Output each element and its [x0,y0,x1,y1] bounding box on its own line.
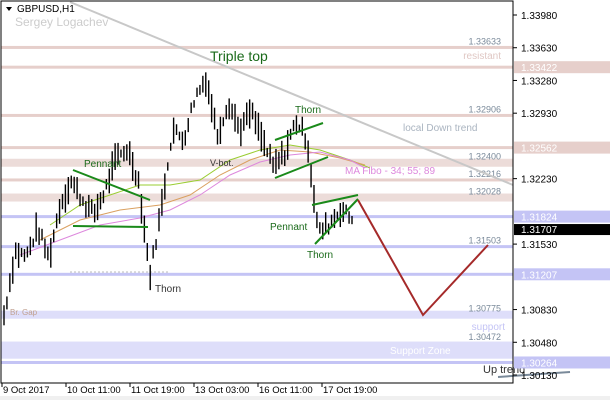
local-down-trend-line[interactable] [69,1,514,186]
price-tick-label: 1.31530 [521,240,558,251]
forecast-path[interactable] [357,199,489,317]
price-tick-label: 1.30130 [521,371,558,382]
ma-89-line [19,151,366,256]
ma-fibo-label: MA Fibo - 34; 55; 89 [345,166,435,177]
current-price-label: 1.31707 [521,225,558,236]
time-tick-label: 13 Oct 03:00 [195,385,249,396]
price-tag-label: 1.32562 [521,144,558,155]
price-tick-label: 1.33980 [521,11,558,22]
time-tick-label: 10 Oct 11:00 [67,385,121,396]
price-tag [514,61,610,74]
collapse-triangle-icon[interactable] [6,7,12,11]
plot-frame [0,0,514,384]
resistant-label: resistant [463,51,501,62]
price-tick-label: 1.32230 [521,175,558,186]
price-tick-label: 1.33280 [521,76,558,87]
time-tick-label: 11 Oct 19:00 [131,385,185,396]
candles-layer [3,72,353,326]
price-tag [514,268,610,281]
author-label: Sergey Logachev [15,15,108,29]
thorn-lower-line[interactable] [274,156,329,179]
status-strip [0,396,610,400]
ma-55-line [39,149,366,241]
price-tag-label: 1.30264 [521,358,558,369]
v-bottom-label: V-bot. [210,158,234,168]
price-tick-label: 1.30830 [521,306,558,317]
patterns-layer [72,122,359,245]
levels-layer: 1.336331.329061.324001.322161.320281.315… [1,36,513,364]
time-tick-label: 9 Oct 2017 [3,385,49,396]
level-line[interactable] [1,360,513,364]
level-line[interactable] [1,178,513,182]
time-axis[interactable]: 9 Oct 2017 10 Oct 11:00 11 Oct 19:00 13 Oct… [1,383,377,396]
level-line[interactable] [1,146,513,150]
price-tag [514,356,610,369]
support-zone-label: Support Zone [390,346,451,357]
level-label: 1.32400 [468,152,501,162]
pennant-left-label: Pennant [84,159,121,170]
price-axis[interactable]: 1.33980 1.33630 1.33280 1.32930 1.32230 1.315… [513,11,610,382]
level-line[interactable] [1,158,513,167]
price-tag-label: 1.31824 [521,213,558,224]
symbol-title: GBPUSD,H1 [17,4,75,15]
level-line[interactable] [1,193,513,202]
level-label: 1.32906 [468,104,501,114]
thorn-top-label: Thorn [295,105,321,116]
current-price-tag [514,224,610,236]
level-label: 1.30472 [468,332,501,342]
pennant-right-lower-line[interactable] [314,198,359,245]
up-trend-line[interactable] [497,371,571,378]
level-line[interactable] [1,245,513,249]
price-tag-label: 1.31207 [521,270,558,281]
br-gap-label: Br. Gap [10,308,38,317]
level-line[interactable] [1,272,513,276]
level-label: 1.30775 [468,304,501,314]
pennant-right-upper-line[interactable] [311,194,359,206]
triple-top-label: Triple top [210,48,268,64]
level-line[interactable] [1,215,513,219]
pennant-left-lower-line[interactable] [72,225,149,228]
price-tag [514,210,610,223]
thorn-left-label: Thorn [155,284,181,295]
support-zone-band[interactable] [1,343,513,359]
pennant-right-label: Pennant [270,222,307,233]
level-label: 1.32028 [468,187,501,197]
pennant-left-upper-line[interactable] [72,169,151,201]
price-tick-label: 1.32930 [521,109,558,120]
time-tick-label: 17 Oct 19:00 [323,385,377,396]
thorn-upper-line[interactable] [274,122,324,141]
thorn-bottom-label: Thorn [307,250,333,261]
level-line[interactable] [1,310,513,319]
support-label: support [472,322,506,333]
ma-34-line [49,144,371,226]
local-down-trend-label: local Down trend [403,123,477,134]
level-line[interactable] [1,45,513,49]
level-line[interactable] [1,113,513,117]
price-tag [514,141,610,154]
price-tick-label: 1.33630 [521,44,558,55]
level-label: 1.33633 [468,36,501,46]
level-line[interactable] [1,65,513,69]
price-tag-label: 1.33422 [521,63,558,74]
price-tick-label: 1.30480 [521,338,558,349]
time-tick-label: 16 Oct 11:00 [259,385,313,396]
level-label: 1.31503 [468,236,501,246]
